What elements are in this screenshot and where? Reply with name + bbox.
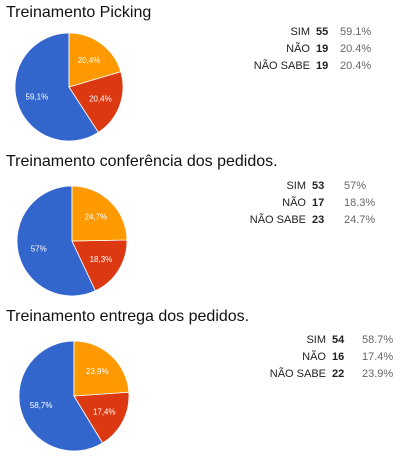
chart-title: Treinamento conferência dos pedidos.	[6, 153, 278, 170]
legend-percent: 20.4%	[340, 60, 372, 72]
chart-conferencia: Treinamento conferência dos pedidos. 57%…	[0, 153, 412, 303]
legend-percent: 23.9%	[362, 368, 394, 380]
chart-title: Treinamento entrega dos pedidos.	[6, 308, 250, 325]
legend-count: 19	[316, 43, 329, 55]
pie-slice-sim	[14, 32, 99, 142]
pie-slice-label: 23,9%	[86, 367, 109, 376]
legend-label: NÃO SABE	[269, 368, 326, 380]
legend-percent: 24.7%	[344, 214, 376, 226]
legend-percent: 18.3%	[344, 197, 376, 209]
legend-percent: 59.1%	[340, 26, 372, 38]
pie-slice-nao	[71, 239, 128, 292]
pie-slice-nao	[68, 71, 124, 133]
pie-slice-label: 17,4%	[93, 408, 116, 417]
pie-chart: 57% 18,3% 24,7%	[16, 185, 128, 297]
legend-percent: 57%	[344, 180, 367, 192]
chart-entrega: Treinamento entrega dos pedidos. 58,7% 17…	[0, 308, 412, 458]
pie-slice-nao-sabe	[68, 32, 122, 88]
legend-label: NÃO	[282, 197, 306, 209]
legend-count: 19	[316, 60, 329, 72]
pie-slice-label: 57%	[31, 244, 47, 253]
legend-label: SIM	[306, 334, 326, 346]
legend-count: 16	[332, 351, 345, 363]
legend-label: NÃO	[286, 43, 310, 55]
pie-chart: 58,7% 17,4% 23,9%	[18, 340, 130, 452]
pie-slice-sim	[16, 185, 96, 297]
legend-count: 55	[316, 26, 329, 38]
pie-slice-label: 59,1%	[26, 93, 49, 102]
pie-slice-label: 18,3%	[90, 255, 113, 264]
pie-slice-label: 20,4%	[89, 95, 112, 104]
legend-label: NÃO	[302, 351, 326, 363]
pie-slice-nao-sabe	[73, 340, 130, 397]
legend-percent: 58.7%	[362, 334, 394, 346]
chart-picking: Treinamento Picking 59,1% 20,4% 20,4% SIM …	[0, 4, 412, 154]
legend-label: NÃO SABE	[253, 60, 310, 72]
legend-label: NÃO SABE	[249, 214, 306, 226]
legend-count: 23	[312, 214, 325, 226]
legend-count: 22	[332, 368, 345, 380]
pie-slice-label: 20,4%	[78, 56, 101, 65]
legend-label: SIM	[290, 26, 310, 38]
chart-title: Treinamento Picking	[6, 4, 152, 21]
pie-slice-sim	[18, 340, 104, 452]
pie-slice-label: 58,7%	[30, 401, 53, 410]
legend-percent: 17.4%	[362, 351, 394, 363]
pie-slice-label: 24,7%	[85, 213, 108, 222]
pie-slice-nao	[73, 391, 130, 444]
legend-percent: 20.4%	[340, 43, 372, 55]
pie-slice-nao-sabe	[71, 185, 128, 242]
pie-chart: 59,1% 20,4% 20,4%	[14, 32, 124, 142]
legend-label: SIM	[286, 180, 306, 192]
legend-count: 53	[312, 180, 325, 192]
legend-count: 54	[332, 334, 345, 346]
legend-count: 17	[312, 197, 325, 209]
